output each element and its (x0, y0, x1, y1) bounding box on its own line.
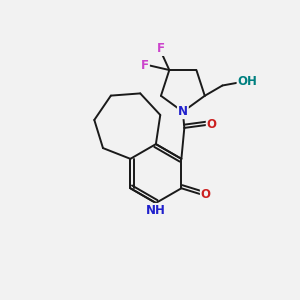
Text: F: F (157, 42, 164, 55)
Text: N: N (178, 105, 188, 118)
Text: F: F (141, 59, 149, 72)
Text: O: O (207, 118, 217, 131)
Text: O: O (201, 188, 211, 201)
Text: NH: NH (146, 204, 166, 217)
Text: OH: OH (238, 75, 257, 88)
